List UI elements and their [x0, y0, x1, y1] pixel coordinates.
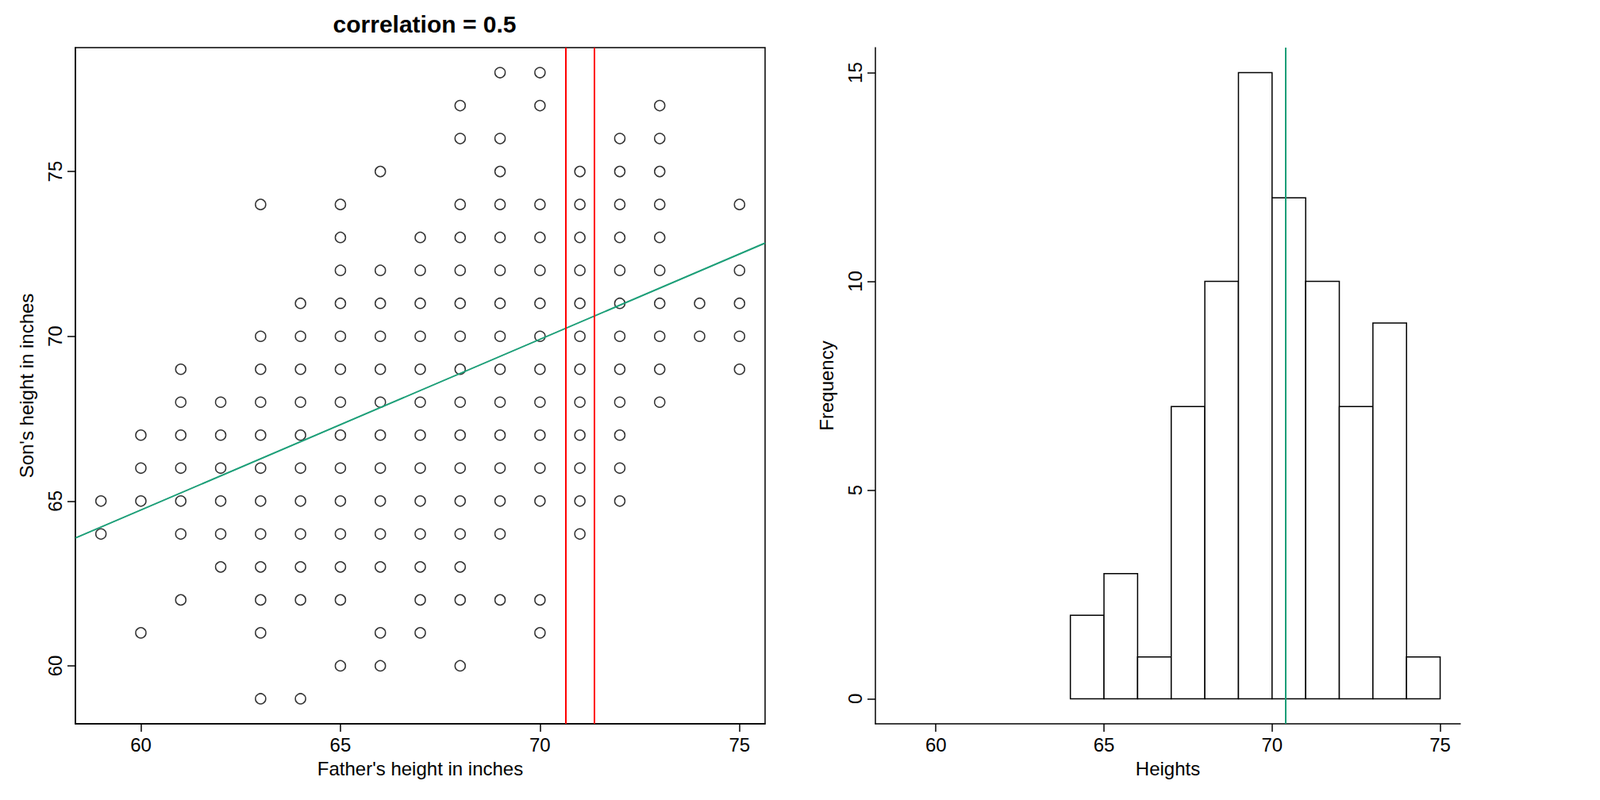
svg-text:65: 65 [330, 734, 352, 756]
svg-text:Son's height in inches: Son's height in inches [15, 293, 38, 479]
svg-text:65: 65 [1093, 734, 1116, 756]
svg-text:correlation = 0.5: correlation = 0.5 [333, 11, 517, 38]
svg-text:Father's height in inches: Father's height in inches [317, 757, 524, 780]
svg-text:75: 75 [44, 161, 66, 183]
svg-text:15: 15 [844, 61, 866, 84]
svg-text:Heights: Heights [1135, 757, 1200, 780]
svg-text:65: 65 [44, 490, 66, 512]
svg-text:70: 70 [529, 734, 551, 756]
svg-text:60: 60 [44, 655, 66, 677]
svg-text:75: 75 [1429, 734, 1451, 756]
svg-text:5: 5 [844, 484, 866, 496]
svg-text:0: 0 [844, 693, 866, 704]
svg-text:70: 70 [44, 325, 66, 347]
svg-text:75: 75 [728, 734, 750, 756]
svg-text:10: 10 [844, 270, 866, 293]
svg-text:70: 70 [1261, 734, 1283, 756]
svg-text:60: 60 [925, 734, 947, 756]
svg-text:60: 60 [130, 734, 152, 756]
svg-text:Frequency: Frequency [815, 340, 838, 431]
